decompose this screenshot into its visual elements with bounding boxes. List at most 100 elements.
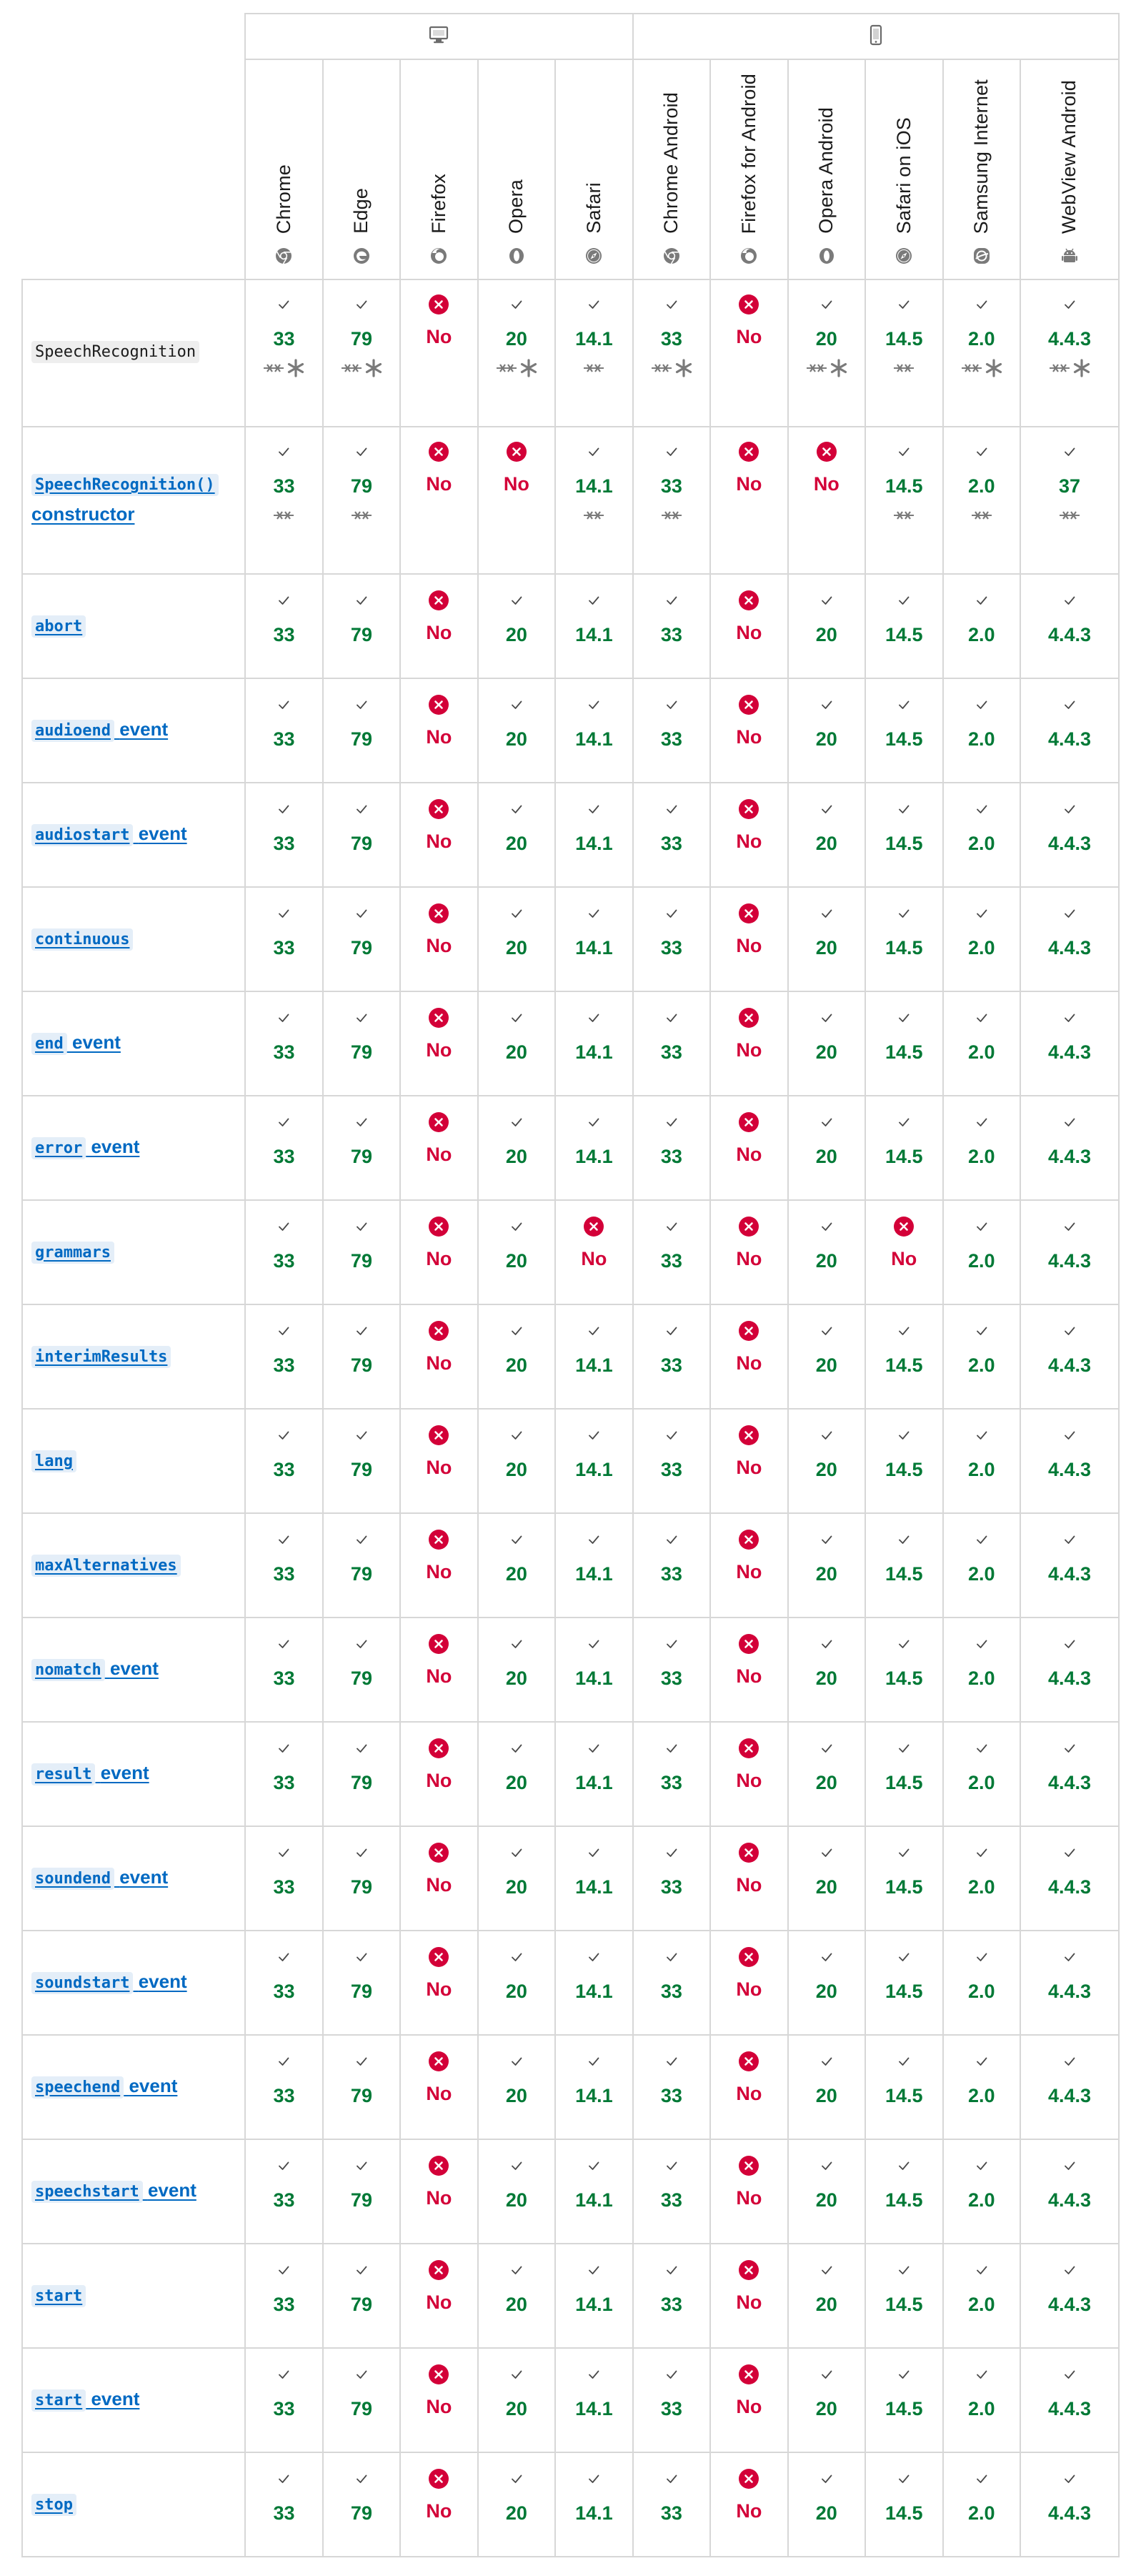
support-cell-safari-on-ios[interactable]: 14.5 [865, 1826, 944, 1931]
support-cell-opera-android[interactable]: 20 [787, 678, 867, 783]
support-cell-firefox-for-android[interactable]: No [709, 1617, 789, 1723]
support-cell-firefox[interactable]: No [399, 2243, 479, 2349]
support-cell-safari-on-ios[interactable]: 14.5 [865, 2347, 944, 2453]
support-cell-chrome[interactable]: 33 [244, 2034, 324, 2140]
support-cell-firefox-for-android[interactable]: No [709, 2347, 789, 2453]
support-cell-opera[interactable]: 20 [477, 2243, 557, 2349]
support-cell-chrome-android[interactable]: 33 [632, 2243, 712, 2349]
support-cell-safari-on-ios[interactable]: 14.5 [865, 2139, 944, 2244]
support-cell-firefox-for-android[interactable]: No [709, 426, 789, 575]
support-cell-chrome-android[interactable]: 33 [632, 782, 712, 888]
support-cell-edge[interactable]: 79 [322, 1199, 402, 1305]
support-cell-samsung-internet[interactable]: 2.0 [942, 1721, 1021, 1827]
support-cell-safari[interactable]: 14.1 [554, 991, 634, 1096]
support-cell-chrome[interactable]: 33 [244, 1199, 324, 1305]
support-cell-samsung-internet[interactable]: 2.0 [942, 2034, 1021, 2140]
support-cell-webview-android[interactable]: 4.4.3 [1019, 1617, 1120, 1723]
support-cell-chrome[interactable]: 33 [244, 991, 324, 1096]
support-cell-chrome-android[interactable]: 33 [632, 2452, 712, 2557]
support-cell-chrome-android[interactable]: 33 [632, 1304, 712, 1410]
feature-link-end-event[interactable]: end event [31, 1031, 121, 1055]
support-cell-opera[interactable]: 20 [477, 782, 557, 888]
support-cell-samsung-internet[interactable]: 2.0 [942, 426, 1021, 575]
support-cell-firefox-for-android[interactable]: No [709, 279, 789, 427]
support-cell-chrome-android[interactable]: 33 [632, 678, 712, 783]
support-cell-opera-android[interactable]: 20 [787, 2452, 867, 2557]
support-cell-chrome[interactable]: 33 [244, 2139, 324, 2244]
support-cell-chrome-android[interactable]: 33 [632, 1408, 712, 1514]
support-cell-opera-android[interactable]: 20 [787, 573, 867, 679]
feature-link-error-event[interactable]: error event [31, 1136, 139, 1159]
support-cell-firefox[interactable]: No [399, 886, 479, 992]
support-cell-webview-android[interactable]: 4.4.3 [1019, 2243, 1120, 2349]
support-cell-webview-android[interactable]: 4.4.3 [1019, 279, 1120, 427]
support-cell-safari[interactable]: 14.1 [554, 2034, 634, 2140]
support-cell-firefox-for-android[interactable]: No [709, 886, 789, 992]
support-cell-samsung-internet[interactable]: 2.0 [942, 2452, 1021, 2557]
support-cell-safari-on-ios[interactable]: 14.5 [865, 991, 944, 1096]
support-cell-samsung-internet[interactable]: 2.0 [942, 1408, 1021, 1514]
feature-link-nomatch-event[interactable]: nomatch event [31, 1658, 159, 1681]
support-cell-opera-android[interactable]: 20 [787, 2347, 867, 2453]
support-cell-opera[interactable]: 20 [477, 1826, 557, 1931]
support-cell-opera[interactable]: 20 [477, 1930, 557, 2036]
support-cell-firefox[interactable]: No [399, 1512, 479, 1618]
support-cell-safari[interactable]: 14.1 [554, 782, 634, 888]
support-cell-chrome[interactable]: 33 [244, 2347, 324, 2453]
support-cell-samsung-internet[interactable]: 2.0 [942, 279, 1021, 427]
feature-link-continuous[interactable]: continuous [31, 927, 134, 951]
support-cell-safari-on-ios[interactable]: 14.5 [865, 886, 944, 992]
support-cell-opera-android[interactable]: 20 [787, 1199, 867, 1305]
support-cell-safari-on-ios[interactable]: 14.5 [865, 1408, 944, 1514]
support-cell-safari[interactable]: 14.1 [554, 2139, 634, 2244]
support-cell-chrome-android[interactable]: 33 [632, 991, 712, 1096]
support-cell-chrome[interactable]: 33 [244, 279, 324, 427]
support-cell-firefox[interactable]: No [399, 426, 479, 575]
feature-link-abort[interactable]: abort [31, 614, 86, 638]
support-cell-firefox[interactable]: No [399, 678, 479, 783]
support-cell-opera-android[interactable]: 20 [787, 2243, 867, 2349]
feature-link-stop[interactable]: stop [31, 2492, 76, 2516]
support-cell-edge[interactable]: 79 [322, 1408, 402, 1514]
support-cell-firefox-for-android[interactable]: No [709, 2034, 789, 2140]
support-cell-chrome[interactable]: 33 [244, 1930, 324, 2036]
support-cell-chrome[interactable]: 33 [244, 886, 324, 992]
support-cell-opera[interactable]: 20 [477, 1617, 557, 1723]
support-cell-firefox-for-android[interactable]: No [709, 1408, 789, 1514]
support-cell-opera[interactable]: No [477, 426, 557, 575]
support-cell-safari-on-ios[interactable]: 14.5 [865, 1721, 944, 1827]
support-cell-safari[interactable]: No [554, 1199, 634, 1305]
support-cell-edge[interactable]: 79 [322, 782, 402, 888]
support-cell-firefox[interactable]: No [399, 1617, 479, 1723]
feature-link-lang[interactable]: lang [31, 1449, 76, 1472]
support-cell-chrome[interactable]: 33 [244, 1408, 324, 1514]
support-cell-opera-android[interactable]: 20 [787, 1408, 867, 1514]
support-cell-safari-on-ios[interactable]: 14.5 [865, 2243, 944, 2349]
support-cell-opera[interactable]: 20 [477, 1095, 557, 1201]
support-cell-opera[interactable]: 20 [477, 886, 557, 992]
support-cell-edge[interactable]: 79 [322, 2243, 402, 2349]
support-cell-safari-on-ios[interactable]: No [865, 1199, 944, 1305]
support-cell-opera[interactable]: 20 [477, 2347, 557, 2453]
support-cell-safari[interactable]: 14.1 [554, 1304, 634, 1410]
support-cell-webview-android[interactable]: 4.4.3 [1019, 1199, 1120, 1305]
support-cell-samsung-internet[interactable]: 2.0 [942, 2243, 1021, 2349]
support-cell-firefox[interactable]: No [399, 1721, 479, 1827]
support-cell-safari-on-ios[interactable]: 14.5 [865, 1095, 944, 1201]
support-cell-safari-on-ios[interactable]: 14.5 [865, 2034, 944, 2140]
support-cell-safari[interactable]: 14.1 [554, 2243, 634, 2349]
support-cell-firefox-for-android[interactable]: No [709, 678, 789, 783]
support-cell-samsung-internet[interactable]: 2.0 [942, 1512, 1021, 1618]
support-cell-chrome[interactable]: 33 [244, 426, 324, 575]
support-cell-firefox-for-android[interactable]: No [709, 1826, 789, 1931]
support-cell-chrome-android[interactable]: 33 [632, 1617, 712, 1723]
support-cell-webview-android[interactable]: 4.4.3 [1019, 1826, 1120, 1931]
support-cell-opera-android[interactable]: 20 [787, 782, 867, 888]
support-cell-chrome-android[interactable]: 33 [632, 2034, 712, 2140]
support-cell-opera[interactable]: 20 [477, 1721, 557, 1827]
support-cell-opera[interactable]: 20 [477, 1304, 557, 1410]
support-cell-safari-on-ios[interactable]: 14.5 [865, 1512, 944, 1618]
support-cell-edge[interactable]: 79 [322, 1826, 402, 1931]
support-cell-firefox-for-android[interactable]: No [709, 1095, 789, 1201]
support-cell-samsung-internet[interactable]: 2.0 [942, 1304, 1021, 1410]
